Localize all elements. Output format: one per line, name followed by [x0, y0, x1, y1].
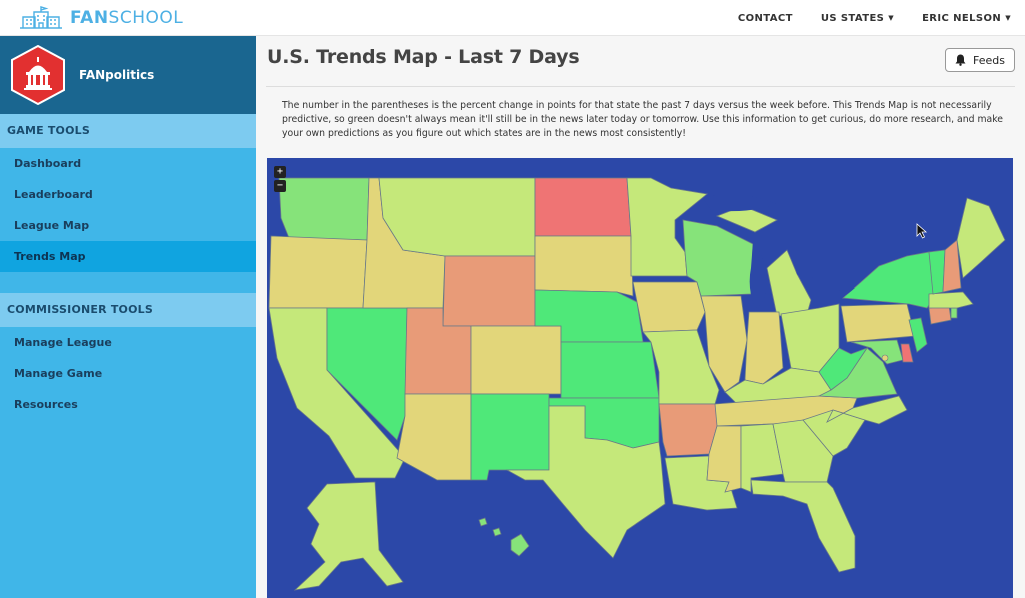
capitol-building-icon	[11, 45, 65, 105]
state-washington[interactable]	[278, 177, 370, 241]
state-south-dakota[interactable]	[534, 235, 634, 297]
sidebar: FANpolitics GAME TOOLS Dashboard Leaderb…	[0, 36, 256, 598]
zoom-out-button[interactable]: −	[274, 180, 286, 192]
bell-icon	[955, 54, 966, 66]
state-north-dakota[interactable]	[534, 177, 632, 237]
state-florida[interactable]	[750, 479, 856, 573]
us-states-dropdown[interactable]: US STATES ▼	[821, 13, 894, 24]
map-description: The number in the parentheses is the per…	[282, 100, 1003, 139]
lake-huron	[791, 250, 815, 280]
top-navbar: FANSCHOOL CONTACT US STATES ▼ ERIC NELSON…	[0, 0, 1025, 36]
state-kansas[interactable]	[560, 341, 660, 399]
caret-down-icon: ▼	[1005, 13, 1011, 22]
state-new-mexico[interactable]	[470, 393, 550, 481]
state-hawaii[interactable]	[510, 533, 530, 557]
contact-link[interactable]: CONTACT	[737, 12, 793, 24]
game-tools-heading: GAME TOOLS	[0, 114, 256, 148]
state-massachusetts[interactable]	[928, 291, 974, 309]
lake-superior	[703, 194, 777, 212]
top-nav: CONTACT US STATES ▼ ERIC NELSON ▼	[710, 0, 1011, 36]
state-wyoming[interactable]	[442, 255, 536, 327]
state-indiana[interactable]	[744, 311, 784, 385]
state-west-virginia[interactable]	[818, 347, 869, 391]
us-trends-map[interactable]: + −	[267, 158, 1013, 598]
state-hawaii-island-3[interactable]	[478, 517, 488, 527]
title-divider	[266, 86, 1015, 87]
feeds-label: Feeds	[973, 53, 1005, 67]
sidebar-item-leaderboard[interactable]: Leaderboard	[14, 188, 93, 201]
zoom-in-button[interactable]: +	[274, 166, 286, 178]
user-name: ERIC NELSON	[922, 12, 1002, 24]
state-maryland[interactable]	[850, 339, 904, 365]
sidebar-item-manage-league[interactable]: Manage League	[14, 336, 112, 349]
user-menu-dropdown[interactable]: ERIC NELSON ▼	[922, 13, 1011, 24]
state-maine[interactable]	[956, 197, 1006, 279]
state-arizona[interactable]	[396, 393, 472, 481]
state-arkansas[interactable]	[658, 403, 718, 457]
state-colorado[interactable]	[470, 325, 562, 395]
state-rhode-island[interactable]	[950, 307, 958, 319]
state-illinois[interactable]	[700, 295, 748, 393]
us-states-label: US STATES	[820, 12, 885, 24]
lake-michigan	[749, 242, 767, 308]
sidebar-item-resources[interactable]: Resources	[14, 398, 78, 411]
state-montana[interactable]	[378, 177, 536, 257]
state-new-jersey[interactable]	[908, 317, 928, 353]
state-hawaii-island-2[interactable]	[492, 527, 502, 537]
logo-text: FANSCHOOL	[70, 8, 184, 28]
sidebar-spacer	[0, 272, 256, 293]
state-north-carolina[interactable]	[826, 395, 908, 425]
state-delaware[interactable]	[900, 343, 914, 363]
state-dc[interactable]	[881, 354, 889, 362]
us-states-svg	[268, 177, 1006, 591]
sidebar-item-dashboard[interactable]: Dashboard	[14, 157, 82, 170]
sidebar-brand: FANpolitics	[0, 36, 256, 114]
state-minnesota[interactable]	[626, 177, 708, 277]
fanschool-logo[interactable]: FANSCHOOL	[18, 4, 183, 32]
caret-down-icon: ▼	[888, 13, 895, 22]
state-pennsylvania[interactable]	[840, 303, 916, 343]
state-iowa[interactable]	[632, 281, 706, 333]
state-connecticut[interactable]	[928, 305, 952, 325]
state-texas[interactable]	[505, 405, 666, 559]
commissioner-tools-heading: COMMISSIONER TOOLS	[0, 293, 256, 327]
school-building-icon	[20, 6, 62, 29]
main-content: U.S. Trends Map - Last 7 Days Feeds The …	[256, 36, 1025, 598]
sidebar-item-league-map[interactable]: League Map	[14, 219, 90, 232]
state-south-carolina[interactable]	[802, 409, 866, 457]
sidebar-item-trends-map[interactable]: Trends Map	[0, 241, 256, 272]
page-title: U.S. Trends Map - Last 7 Days	[267, 46, 580, 68]
lake-erie	[811, 288, 855, 308]
brand-name: FANpolitics	[79, 68, 155, 82]
mouse-cursor-icon	[916, 223, 928, 239]
state-oregon[interactable]	[268, 235, 368, 309]
state-new-york[interactable]	[842, 251, 938, 309]
state-new-hampshire[interactable]	[942, 239, 962, 293]
sidebar-item-manage-game[interactable]: Manage Game	[14, 367, 103, 380]
feeds-button[interactable]: Feeds	[945, 48, 1015, 72]
state-alaska[interactable]	[293, 481, 404, 591]
